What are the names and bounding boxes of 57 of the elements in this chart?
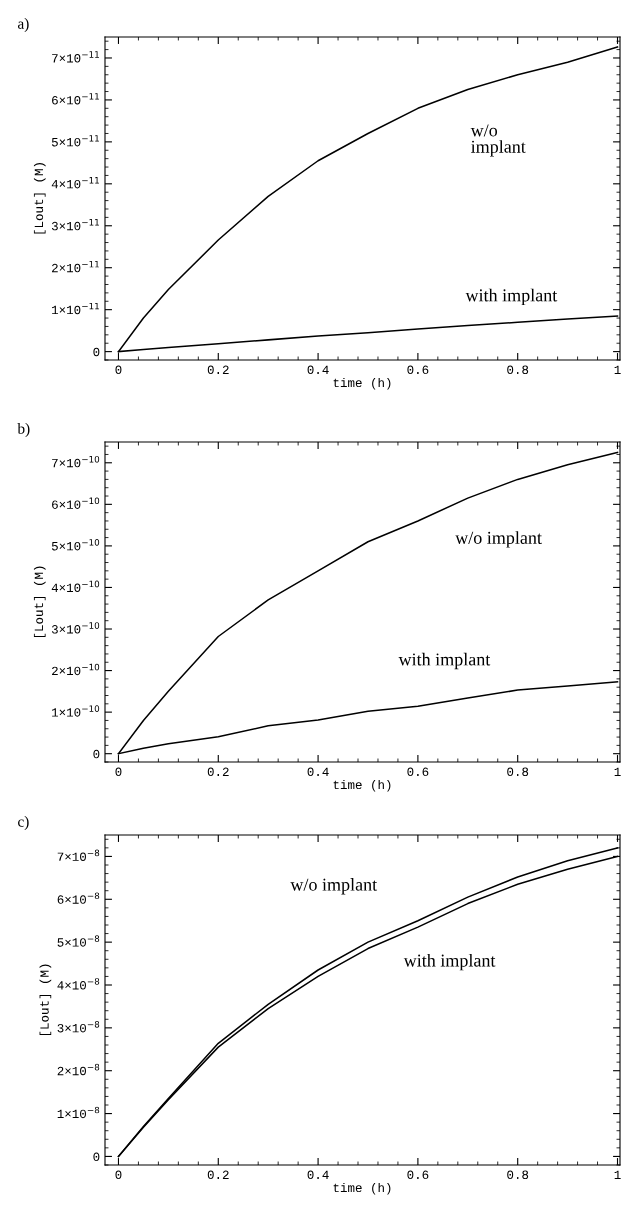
y-tick-label: 7×10$^{−11}$	[52, 51, 99, 63]
y-tick-label: 1×10$^{−10}$	[52, 705, 100, 717]
x-tick-label: 0	[115, 365, 122, 375]
x-tick-label: 0	[115, 1170, 122, 1180]
series-label: w/o implant	[455, 531, 542, 548]
x-tick-label: 0.8	[507, 767, 529, 777]
text: w/o implant	[290, 878, 378, 895]
y-tick-label: 0	[93, 749, 100, 759]
x-tick-label: 1	[614, 767, 621, 776]
y-axis-title: [Lout] (M)	[33, 566, 46, 638]
y-tick-label: 6×10$^{−11}$	[52, 93, 99, 105]
series-label: with implant	[398, 652, 491, 670]
y-axis-title: [Lout] (M)	[33, 163, 46, 234]
chart-title: c)	[18, 816, 29, 830]
x-tick-label: 0.6	[407, 1170, 429, 1180]
y-tick-label: 7×10$^{−8}$	[57, 849, 100, 861]
chart-title: a)	[17, 18, 29, 32]
x-tick-label: 0.6	[407, 365, 429, 375]
y-tick-label: 5×10$^{−8}$	[57, 935, 100, 947]
chart-title: b)	[17, 423, 30, 437]
y-tick-label: 6×10$^{−10}$	[52, 497, 100, 509]
y-tick-label: 6×10$^{−8}$	[57, 892, 100, 904]
y-tick-label: 2×10$^{−10}$	[52, 663, 100, 676]
x-tick-label: 0.8	[507, 1170, 529, 1180]
y-tick-label: 3×10$^{−10}$	[51, 622, 100, 634]
x-tick-label: 0.4	[307, 1170, 329, 1180]
x-tick-label: 1	[614, 365, 621, 374]
x-axis-title: time (h)	[333, 779, 391, 792]
x-tick-label: 0	[115, 767, 122, 777]
y-tick-label: 3×10$^{−11}$	[51, 219, 99, 231]
y-tick-label: 4×10$^{−8}$	[57, 978, 100, 990]
x-tick-label: 0.4	[307, 767, 329, 777]
y-axis-title: [Lout] (M)	[39, 964, 52, 1036]
y-tick-label: 1×10$^{−8}$	[57, 1106, 100, 1119]
y-tick-label: 4×10$^{−10}$	[51, 580, 100, 593]
y-tick-label: 5×10$^{−10}$	[51, 539, 100, 551]
x-tick-label: 1	[614, 1170, 621, 1179]
x-tick-label: 0.2	[207, 1170, 229, 1180]
y-tick-label: 0	[93, 1152, 100, 1162]
y-tick-label: 5×10$^{−11}$	[51, 135, 99, 147]
series-label: with implant	[403, 953, 496, 971]
x-tick-label: 0.2	[207, 365, 229, 375]
x-tick-label: 0.2	[207, 767, 229, 777]
x-tick-label: 0.8	[507, 365, 529, 375]
y-tick-label: 3×10$^{−8}$	[57, 1021, 100, 1033]
series-label: with implant	[465, 288, 558, 306]
x-axis-title: time (h)	[333, 377, 391, 390]
y-tick-label: 2×10$^{−11}$	[52, 260, 99, 273]
series-label: w/o implant	[470, 124, 526, 157]
y-tick-label: 4×10$^{−11}$	[51, 177, 99, 189]
x-tick-label: 0.6	[407, 767, 429, 777]
x-axis-title: time (h)	[333, 1182, 391, 1195]
y-tick-label: 1×10$^{−11}$	[52, 302, 99, 315]
y-tick-label: 0	[93, 347, 100, 357]
y-tick-label: 7×10$^{−10}$	[52, 455, 100, 468]
x-tick-label: 0.4	[307, 365, 329, 375]
y-tick-label: 2×10$^{−8}$	[57, 1063, 100, 1076]
